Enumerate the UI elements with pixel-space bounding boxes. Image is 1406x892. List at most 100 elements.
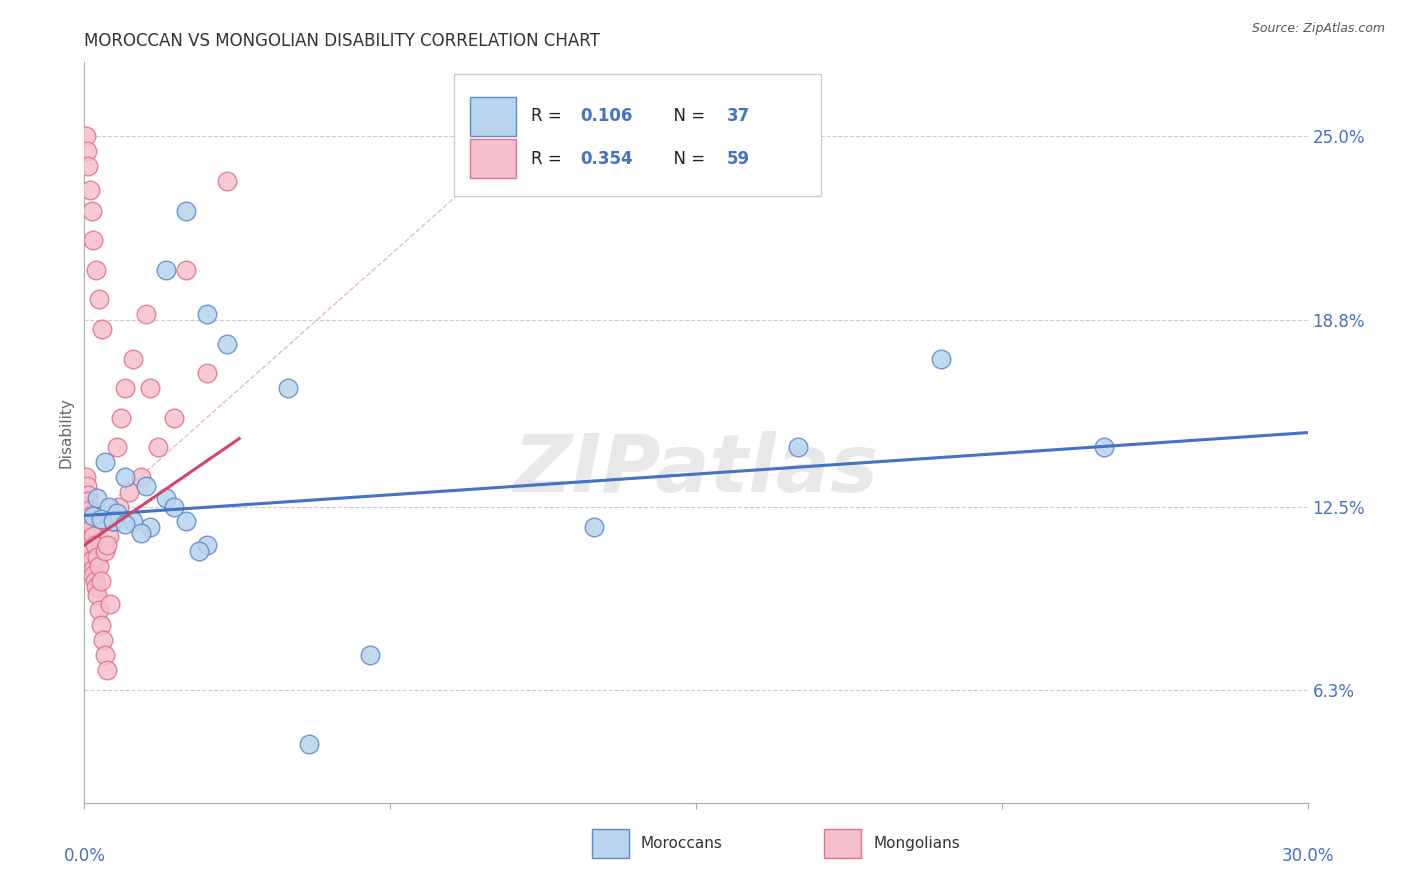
Point	[108, 500, 131, 514]
Point	[131, 526, 153, 541]
FancyBboxPatch shape	[470, 97, 516, 136]
Point	[82, 562, 104, 576]
Point	[195, 307, 218, 321]
Point	[90, 574, 112, 588]
Point	[79, 508, 101, 523]
Point	[82, 233, 104, 247]
Point	[114, 381, 136, 395]
Point	[155, 491, 177, 505]
Point	[90, 511, 112, 525]
Point	[131, 470, 153, 484]
Point	[84, 580, 107, 594]
Point	[76, 488, 98, 502]
Point	[80, 520, 103, 534]
Text: R =: R =	[531, 108, 567, 126]
Text: N =: N =	[664, 150, 710, 168]
FancyBboxPatch shape	[454, 73, 821, 195]
Point	[82, 529, 104, 543]
Point	[82, 567, 104, 582]
Point	[75, 470, 97, 484]
Point	[187, 544, 209, 558]
Point	[75, 129, 97, 144]
Text: ZIPatlas: ZIPatlas	[513, 431, 879, 508]
Point	[195, 538, 218, 552]
Point	[86, 549, 108, 564]
Point	[105, 441, 128, 455]
Point	[77, 529, 100, 543]
Point	[174, 262, 197, 277]
Point	[84, 538, 107, 552]
Text: Mongolians: Mongolians	[873, 836, 960, 851]
Point	[75, 500, 97, 514]
Text: R =: R =	[531, 150, 567, 168]
Point	[101, 515, 124, 529]
Point	[155, 262, 177, 277]
Point	[77, 502, 100, 516]
Point	[80, 515, 103, 529]
Point	[135, 307, 157, 321]
Text: N =: N =	[664, 108, 710, 126]
Point	[97, 500, 120, 514]
Point	[76, 506, 98, 520]
Point	[77, 520, 100, 534]
Point	[86, 589, 108, 603]
Point	[1092, 441, 1115, 455]
Text: Moroccans: Moroccans	[641, 836, 723, 851]
Point	[98, 598, 121, 612]
Point	[277, 381, 299, 395]
FancyBboxPatch shape	[592, 830, 628, 857]
Point	[87, 603, 110, 617]
Point	[77, 493, 100, 508]
Point	[163, 410, 186, 425]
Point	[122, 351, 145, 366]
Point	[359, 648, 381, 662]
Point	[76, 479, 98, 493]
Point	[87, 558, 110, 573]
Text: 0.106: 0.106	[579, 108, 633, 126]
Point	[174, 515, 197, 529]
Point	[114, 517, 136, 532]
Point	[105, 506, 128, 520]
Point	[86, 491, 108, 505]
Text: MOROCCAN VS MONGOLIAN DISABILITY CORRELATION CHART: MOROCCAN VS MONGOLIAN DISABILITY CORRELA…	[84, 32, 600, 50]
FancyBboxPatch shape	[470, 139, 516, 178]
Point	[80, 203, 103, 218]
Point	[787, 441, 810, 455]
Point	[87, 293, 110, 307]
Point	[93, 544, 115, 558]
Point	[77, 159, 100, 173]
Text: 59: 59	[727, 150, 749, 168]
Point	[217, 174, 239, 188]
Point	[79, 538, 101, 552]
Point	[583, 520, 606, 534]
Point	[101, 515, 124, 529]
Point	[82, 508, 104, 523]
Point	[195, 367, 218, 381]
Point	[83, 574, 105, 588]
Point	[91, 632, 114, 647]
Text: 37: 37	[727, 108, 749, 126]
Point	[76, 515, 98, 529]
Text: 30.0%: 30.0%	[1281, 847, 1334, 865]
Point	[80, 553, 103, 567]
Point	[138, 381, 160, 395]
Text: 0.0%: 0.0%	[63, 847, 105, 865]
Point	[122, 515, 145, 529]
Point	[93, 648, 115, 662]
Point	[114, 470, 136, 484]
Point	[96, 538, 118, 552]
Point	[80, 544, 103, 558]
Point	[90, 618, 112, 632]
Point	[91, 322, 114, 336]
Point	[298, 737, 321, 751]
Point	[118, 484, 141, 499]
Point	[97, 529, 120, 543]
Point	[76, 145, 98, 159]
Point	[163, 500, 186, 514]
FancyBboxPatch shape	[824, 830, 860, 857]
Point	[84, 262, 107, 277]
Point	[93, 455, 115, 469]
Y-axis label: Disability: Disability	[58, 397, 73, 468]
Point	[174, 203, 197, 218]
Point	[101, 515, 124, 529]
